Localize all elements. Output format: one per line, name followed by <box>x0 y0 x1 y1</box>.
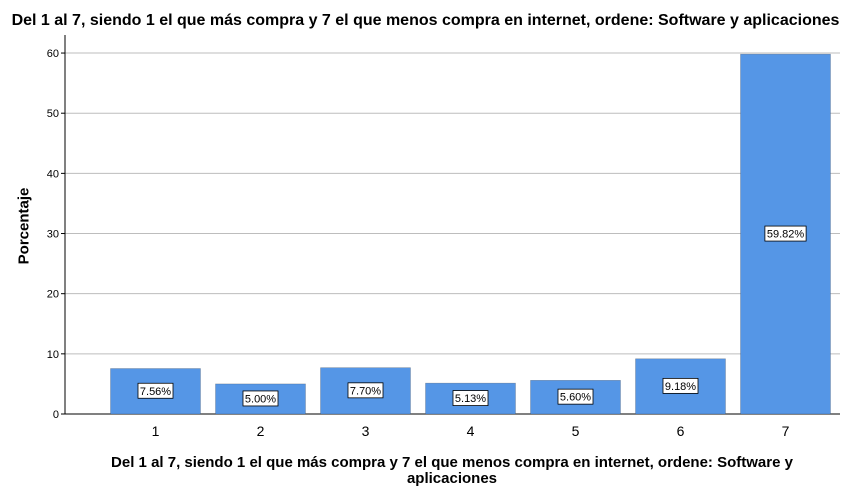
chart-title: Del 1 al 7, siendo 1 el que más compra y… <box>11 12 840 29</box>
data-label-box <box>347 382 384 399</box>
y-tick-label: 60 <box>47 48 59 60</box>
data-label: 9.18% <box>665 381 696 393</box>
data-label-box <box>452 390 489 406</box>
data-label: 5.13% <box>455 393 486 405</box>
data-label: 59.82% <box>767 229 805 241</box>
x-tick-label: 1 <box>152 423 160 439</box>
y-tick-label: 10 <box>47 349 59 361</box>
x-tick-label: 4 <box>467 423 475 439</box>
y-tick-label: 20 <box>47 289 59 301</box>
data-label: 7.70% <box>350 385 381 397</box>
y-tick-label: 0 <box>53 409 59 421</box>
data-label-box <box>557 388 594 405</box>
x-tick-label: 5 <box>572 423 580 439</box>
data-label-box <box>242 390 279 407</box>
x-axis-title: Del 1 al 7, siendo 1 el que más compra y… <box>111 454 793 487</box>
y-tick-label: 30 <box>47 229 59 241</box>
data-label-box <box>137 382 174 399</box>
data-label: 7.56% <box>140 386 171 398</box>
y-axis-title: Porcentaje <box>15 187 33 265</box>
data-label-box <box>764 225 807 242</box>
x-tick-label: 3 <box>362 423 370 439</box>
x-tick-label: 7 <box>782 423 790 439</box>
x-tick-label: 2 <box>257 423 265 439</box>
y-tick-label: 40 <box>47 168 59 180</box>
data-label: 5.60% <box>560 392 591 404</box>
data-label: 5.00% <box>245 393 276 405</box>
y-tick-label: 50 <box>47 108 59 120</box>
data-label-box <box>662 377 699 394</box>
x-tick-label: 6 <box>677 423 685 439</box>
